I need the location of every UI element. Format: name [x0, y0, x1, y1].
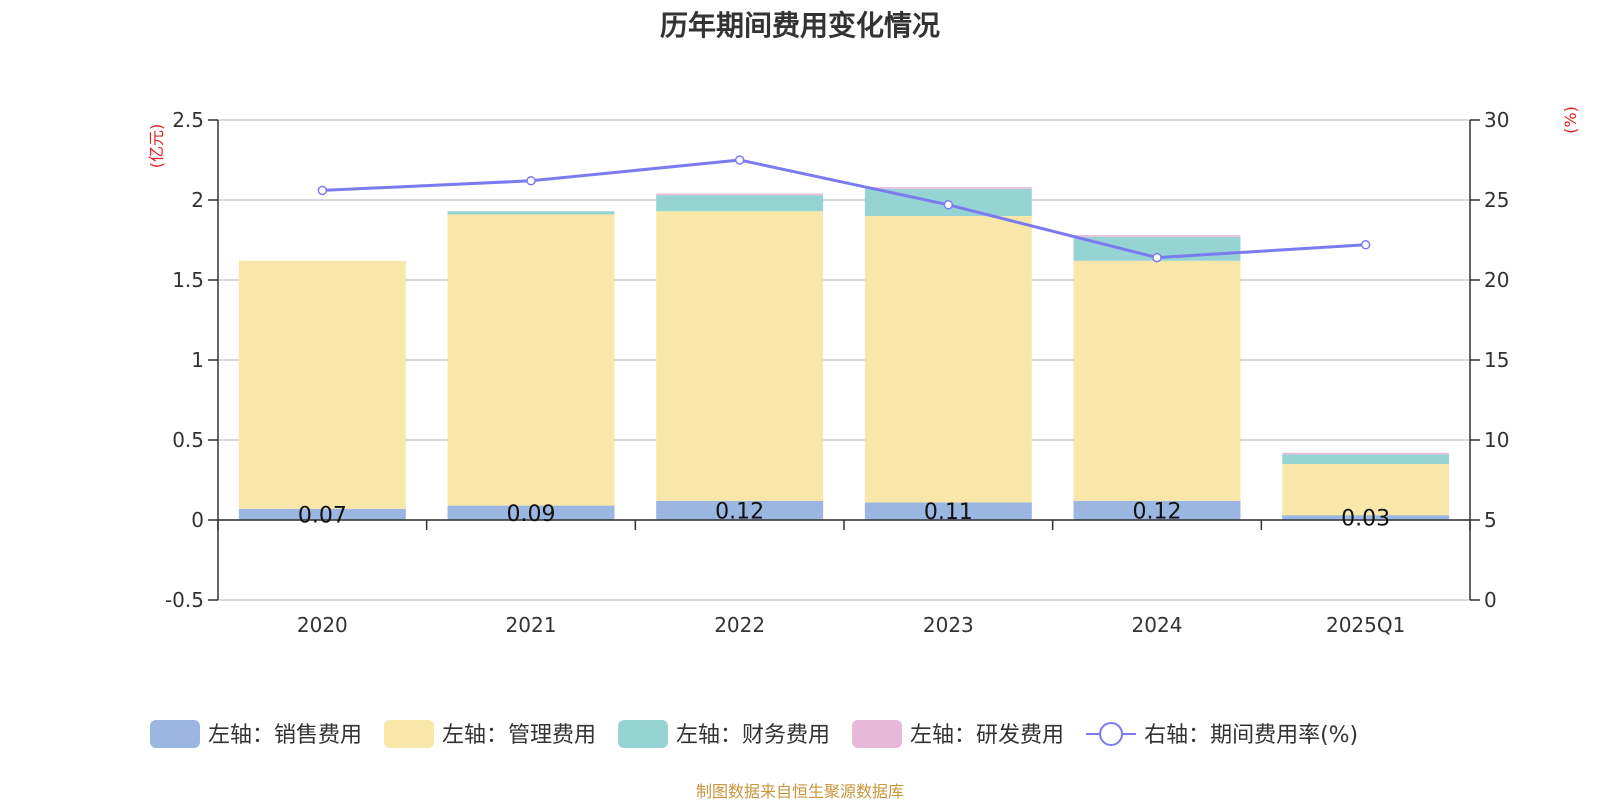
bar-segment	[447, 211, 615, 215]
bar-segment	[864, 187, 1032, 189]
data-label: 0.03	[1341, 507, 1390, 532]
legend-swatch	[150, 720, 200, 748]
bar-segment	[1282, 464, 1450, 516]
bar-segment	[864, 502, 1032, 520]
left-tick-label: 1	[191, 348, 204, 372]
bar-segment	[1073, 500, 1241, 520]
legend-marker-icon	[1099, 722, 1124, 746]
bar-segment	[1073, 260, 1241, 501]
bar-segment	[238, 260, 406, 509]
data-label: 0.12	[715, 499, 764, 524]
right-tick-label: 25	[1484, 188, 1509, 212]
bar-segment	[447, 214, 615, 506]
rate-point	[734, 155, 745, 165]
legend-label: 左轴：销售费用	[208, 723, 362, 748]
bar-segment	[1073, 235, 1241, 237]
legend-label: 左轴：管理费用	[442, 723, 596, 748]
source-note: 制图数据来自恒生聚源数据库	[695, 782, 904, 801]
chart-title: 历年期间费用变化情况	[659, 9, 940, 42]
rate-line	[322, 158, 1366, 260]
legend-label: 左轴：研发费用	[910, 723, 1064, 748]
legend: 左轴：销售费用 左轴：管理费用 左轴：财务费用 左轴：研发费用 右轴：期间费用率(%)	[150, 720, 1358, 748]
bar-segment	[1282, 515, 1450, 520]
axes: -0.5 0 0.5 1 1.5 2 2.5 0 5 10 15 20 25 30 2020 2021 2022…	[147, 106, 1580, 637]
left-tick-label: 0	[191, 508, 204, 532]
data-label: 0.11	[924, 500, 973, 525]
right-tick-label: 30	[1484, 108, 1509, 132]
rate-point	[1152, 252, 1162, 263]
left-tick-label: 2.5	[172, 108, 204, 132]
right-tick-label: 0	[1484, 588, 1497, 612]
right-tick-label: 10	[1484, 428, 1509, 452]
data-label: 0.12	[1133, 499, 1182, 524]
data-label: 0.07	[298, 503, 347, 528]
x-tick-label: 2021	[506, 613, 557, 637]
left-axis-unit: (亿元)	[147, 124, 166, 169]
right-tick-label: 20	[1484, 268, 1509, 292]
rate-point	[317, 185, 328, 196]
bar-segment	[656, 195, 824, 212]
bar-segment	[656, 193, 824, 196]
legend-swatch	[384, 720, 435, 748]
bar-segment	[656, 500, 824, 520]
right-axis-unit: (%)	[1561, 106, 1580, 134]
x-tick-label: 2023	[923, 613, 974, 637]
rate-point	[1360, 240, 1371, 250]
bar-layer	[238, 187, 1450, 520]
right-tick-label: 5	[1484, 508, 1497, 532]
rate-line-layer	[317, 155, 1371, 263]
left-tick-label: 2	[191, 188, 204, 212]
x-tick-label: 2025Q1	[1326, 613, 1405, 637]
rate-point	[943, 200, 954, 210]
legend-swatch	[618, 720, 669, 748]
right-tick-label: 15	[1484, 348, 1509, 372]
bar-segment	[447, 505, 615, 520]
bar-segment	[864, 216, 1032, 503]
bar-segment	[656, 211, 824, 501]
left-tick-label: 0.5	[172, 428, 204, 452]
legend-label: 左轴：财务费用	[676, 723, 830, 748]
x-tick-label: 2022	[714, 613, 765, 637]
data-label: 0.09	[507, 502, 556, 527]
rate-point	[526, 176, 536, 186]
bar-segment	[1282, 452, 1450, 455]
legend-swatch	[852, 720, 903, 748]
legend-label: 右轴：期间费用率(%)	[1144, 723, 1358, 748]
data-labels: 0.07 0.09 0.12 0.11 0.12 0.03	[298, 499, 1390, 531]
left-tick-label: -0.5	[165, 588, 204, 612]
bar-segment	[238, 508, 406, 520]
bar-segment	[1282, 454, 1450, 464]
left-tick-label: 1.5	[172, 268, 204, 292]
x-tick-label: 2020	[297, 613, 348, 637]
x-tick-label: 2024	[1132, 613, 1183, 637]
